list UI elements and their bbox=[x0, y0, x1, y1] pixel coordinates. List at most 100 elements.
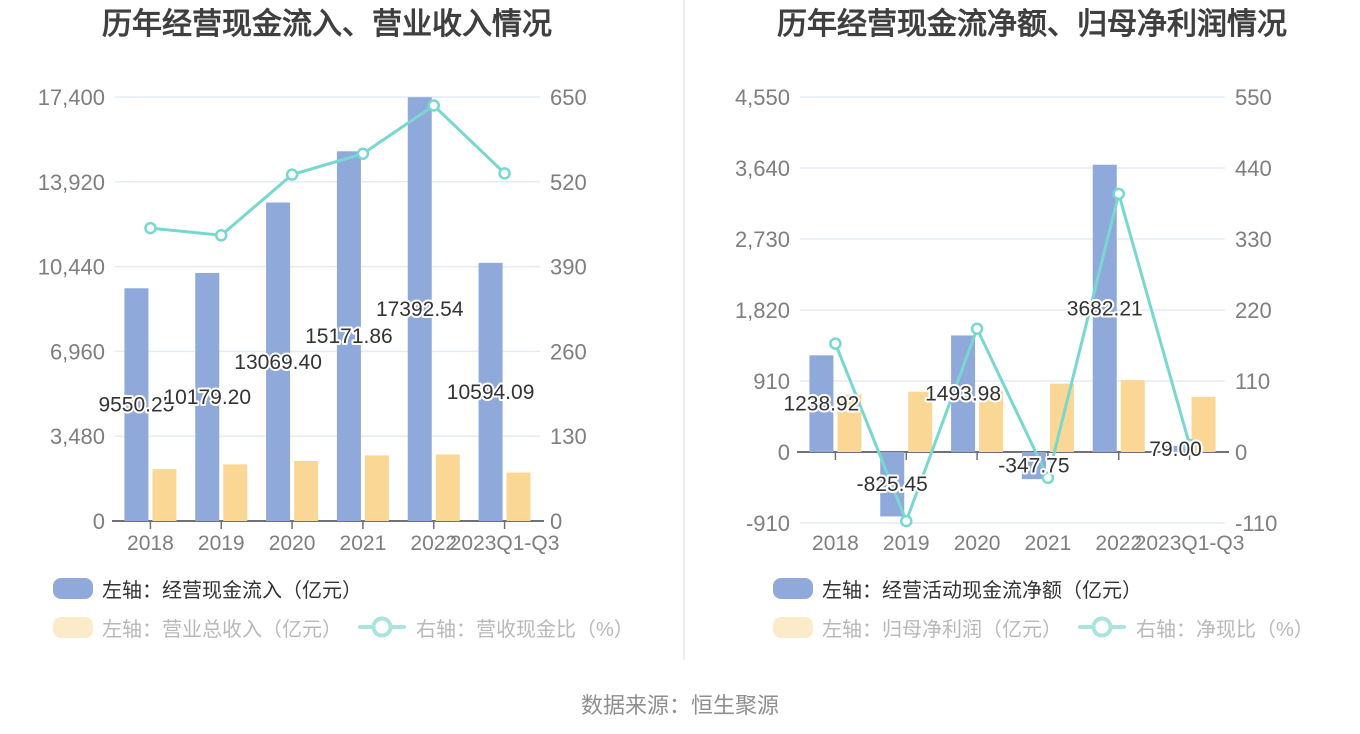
line-marker-net-cash-ratio-2022[interactable] bbox=[1112, 187, 1125, 201]
legend-item-label[interactable]: 右轴：营收现金比（%） bbox=[416, 618, 634, 641]
y-axis-tick-left: 6,960 bbox=[50, 339, 105, 364]
legend-row-2: 左轴：归母净利润（亿元） 右轴：净现比（%） bbox=[773, 616, 1314, 641]
line-marker-revenue-cash-ratio-2022[interactable] bbox=[427, 99, 440, 112]
x-axis-label: 2021 bbox=[1025, 532, 1072, 555]
data-source-note: 数据来源：恒生聚源 bbox=[580, 693, 779, 718]
legend-item-label: 左轴：经营活动现金流净额（亿元） bbox=[822, 579, 1142, 602]
bar-value-label: 9550.25 bbox=[98, 394, 174, 417]
bar-value-label: 10179.20 bbox=[163, 386, 251, 409]
y-axis-tick-right: 520 bbox=[550, 170, 587, 195]
bar-total-operating-revenue-2018[interactable] bbox=[152, 469, 177, 521]
x-axis-label: 2023Q1-Q3 bbox=[1135, 532, 1245, 555]
y-axis-tick-left: 0 bbox=[778, 440, 790, 465]
bar-swatch-icon[interactable] bbox=[53, 616, 93, 638]
y-axis-tick-left: 13,920 bbox=[38, 170, 105, 195]
charts-canvas[interactable]: 0 0 3,480 130 6,960 260 10,440 390 13,920 520 17,4… bbox=[0, 0, 1360, 660]
y-axis-tick-right: 0 bbox=[1235, 440, 1247, 465]
bar-net-profit-attributable-2023Q1-Q3[interactable] bbox=[1191, 396, 1216, 452]
bar-net-profit-attributable-2022[interactable] bbox=[1120, 380, 1145, 452]
legend-row-2: 左轴：营业总收入（亿元） 右轴：营收现金比（%） bbox=[53, 616, 634, 641]
bar-operating-cash-inflow-2023Q1-Q3[interactable] bbox=[478, 262, 503, 521]
bar-total-operating-revenue-2022[interactable] bbox=[435, 454, 460, 521]
legend-item-label[interactable]: 右轴：净现比（%） bbox=[1136, 618, 1314, 641]
trend-line-revenue-cash-ratio[interactable] bbox=[150, 103, 506, 237]
bar-net-operating-cashflow-2020[interactable] bbox=[951, 335, 976, 452]
line-marker-net-cash-ratio-2020[interactable] bbox=[970, 322, 984, 335]
y-axis-tick-right: 130 bbox=[550, 424, 587, 449]
x-axis-label: 2020 bbox=[954, 532, 1001, 555]
line-marker-net-cash-ratio-2018[interactable] bbox=[829, 337, 842, 350]
legend-item-operating-cash-inflow[interactable]: 左轴：经营现金流入（亿元） bbox=[53, 577, 634, 602]
bar-operating-cash-inflow-2018[interactable] bbox=[124, 288, 149, 521]
y-axis-tick-left: 4,550 bbox=[735, 85, 790, 110]
bar-value-label: -347.75 bbox=[998, 455, 1069, 478]
bar-net-profit-attributable-2018[interactable] bbox=[837, 394, 862, 452]
bar-value-label: 15171.86 bbox=[305, 325, 393, 348]
panel-divider bbox=[683, 0, 685, 660]
bar-total-operating-revenue-2019[interactable] bbox=[223, 464, 248, 521]
bar-operating-cash-inflow-2022[interactable] bbox=[407, 97, 432, 521]
legend-item-label[interactable]: 左轴：归母净利润（亿元） bbox=[822, 618, 1062, 641]
y-axis-tick-left: 0 bbox=[93, 509, 105, 534]
bar-net-operating-cashflow-2023Q1-Q3[interactable] bbox=[1163, 445, 1188, 452]
right-chart-legend: 左轴：经营活动现金流净额（亿元） 左轴：归母净利润（亿元） 右轴：净现比（%） bbox=[773, 577, 1314, 641]
bar-value-label: 17392.54 bbox=[376, 298, 464, 321]
x-axis-label: 2021 bbox=[340, 532, 387, 555]
y-axis-tick-left: 10,440 bbox=[38, 255, 105, 280]
line-marker-icon[interactable] bbox=[1078, 616, 1126, 638]
bar-operating-cash-inflow-2020[interactable] bbox=[266, 202, 291, 521]
x-axis-label: 2019 bbox=[198, 532, 245, 555]
bar-operating-cash-inflow-2019[interactable] bbox=[195, 272, 220, 521]
legend-item-label[interactable]: 左轴：营业总收入（亿元） bbox=[102, 618, 342, 641]
bar-value-label: 1238.92 bbox=[783, 393, 859, 416]
bar-swatch-icon bbox=[773, 577, 813, 599]
y-axis-tick-right: 550 bbox=[1235, 85, 1272, 110]
bar-total-operating-revenue-2021[interactable] bbox=[364, 455, 389, 521]
y-axis-tick-left: 1,820 bbox=[735, 298, 790, 323]
bar-value-label: 10594.09 bbox=[447, 381, 535, 404]
y-axis-tick-right: -110 bbox=[1235, 511, 1277, 536]
bar-total-operating-revenue-2023Q1-Q3[interactable] bbox=[506, 472, 531, 521]
bar-net-profit-attributable-2019[interactable] bbox=[908, 391, 933, 452]
legend-item-label: 左轴：经营现金流入（亿元） bbox=[102, 579, 362, 602]
line-marker-icon[interactable] bbox=[358, 616, 406, 638]
line-marker-net-cash-ratio-2021[interactable] bbox=[1041, 471, 1055, 485]
y-axis-tick-right: 0 bbox=[550, 509, 562, 534]
x-axis-label: 2019 bbox=[883, 532, 930, 555]
line-marker-revenue-cash-ratio-2021[interactable] bbox=[356, 147, 370, 161]
line-marker-net-cash-ratio-2023Q1-Q3[interactable] bbox=[1183, 438, 1196, 452]
y-axis-tick-left: 17,400 bbox=[38, 85, 105, 110]
line-marker-revenue-cash-ratio-2019[interactable] bbox=[215, 229, 228, 242]
right-chart-title: 历年经营现金流净额、归母净利润情况 bbox=[777, 8, 1287, 41]
x-axis-label: 2018 bbox=[812, 532, 859, 555]
x-axis-label: 2020 bbox=[269, 532, 316, 555]
trend-line-net-cash-ratio[interactable] bbox=[834, 192, 1192, 523]
y-axis-tick-right: 260 bbox=[550, 339, 587, 364]
line-marker-revenue-cash-ratio-2018[interactable] bbox=[144, 221, 157, 235]
y-axis-tick-right: 220 bbox=[1235, 298, 1272, 323]
y-axis-tick-left: -910 bbox=[746, 511, 790, 536]
x-axis-label: 2023Q1-Q3 bbox=[450, 532, 560, 555]
line-marker-revenue-cash-ratio-2020[interactable] bbox=[285, 168, 299, 181]
y-axis-tick-right: 110 bbox=[1235, 369, 1270, 394]
left-chart-legend: 左轴：经营现金流入（亿元） 左轴：营业总收入（亿元） 右轴：营收现金比（%） bbox=[53, 577, 634, 641]
legend-item-net-operating-cashflow[interactable]: 左轴：经营活动现金流净额（亿元） bbox=[773, 577, 1314, 602]
bar-value-label: 1493.98 bbox=[925, 383, 1001, 406]
line-marker-revenue-cash-ratio-2023Q1-Q3[interactable] bbox=[498, 167, 511, 180]
line-marker-net-cash-ratio-2019[interactable] bbox=[900, 514, 913, 528]
bar-value-label: 3682.21 bbox=[1067, 297, 1143, 320]
bar-value-label: 13069.40 bbox=[234, 351, 322, 374]
y-axis-tick-left: 2,730 bbox=[735, 227, 790, 252]
bar-swatch-icon[interactable] bbox=[773, 616, 813, 638]
y-axis-tick-right: 390 bbox=[550, 255, 587, 280]
bar-operating-cash-inflow-2021[interactable] bbox=[336, 151, 361, 521]
left-chart-title: 历年经营现金流入、营业收入情况 bbox=[102, 8, 552, 41]
bar-total-operating-revenue-2020[interactable] bbox=[294, 461, 319, 521]
bar-net-operating-cashflow-2018[interactable] bbox=[809, 355, 834, 452]
bar-value-label: -825.45 bbox=[857, 473, 928, 496]
x-axis-label: 2022 bbox=[1095, 532, 1142, 555]
bar-net-profit-attributable-2020[interactable] bbox=[979, 390, 1004, 452]
y-axis-tick-left: 3,640 bbox=[735, 156, 790, 181]
